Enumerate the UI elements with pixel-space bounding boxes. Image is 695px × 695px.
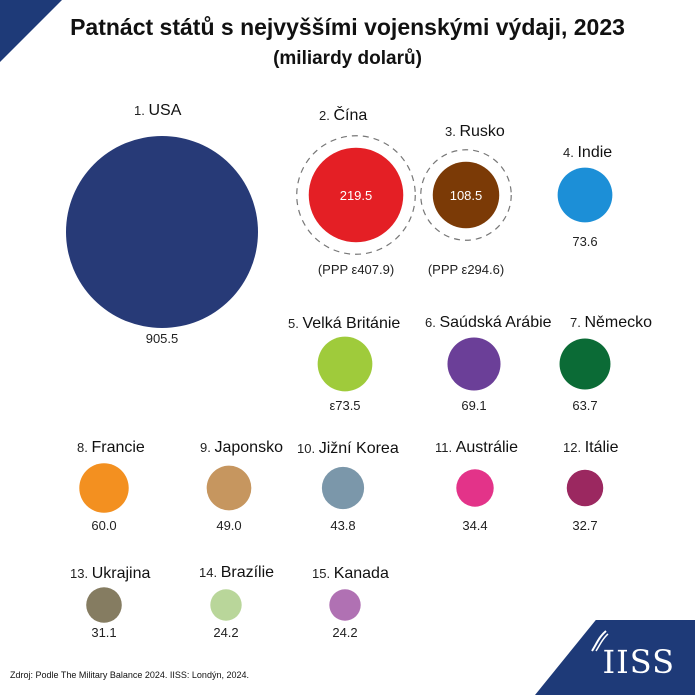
country-name: Japonsko (214, 439, 283, 456)
value-label: 31.1 (91, 625, 116, 640)
ppp-label: (PPP ε407.9) (318, 262, 394, 277)
country-name: Brazílie (221, 564, 274, 581)
value-label: 108.5 (450, 188, 483, 203)
value-label: 905.5 (146, 331, 179, 346)
bubble-label: 14. Brazílie (199, 564, 274, 581)
chart-subtitle: (miliardy dolarů) (273, 48, 422, 69)
bubble-label: 4. Indie (563, 144, 612, 161)
bubble (308, 147, 404, 243)
bubble-label: 1. USA (134, 102, 182, 119)
country-name: Austrálie (456, 439, 518, 456)
rank-number: 6. (425, 315, 439, 330)
ppp-ring (296, 135, 416, 255)
rank-number: 4. (563, 145, 577, 160)
source-note: Zdroj: Podle The Military Balance 2024. … (10, 670, 249, 680)
value-label: 73.6 (572, 234, 597, 249)
value-label: 24.2 (213, 625, 238, 640)
value-label: 219.5 (340, 188, 373, 203)
value-label: 60.0 (91, 518, 116, 533)
bubble (432, 161, 500, 229)
value-label: 69.1 (461, 398, 486, 413)
bubble-label: 6. Saúdská Arábie (425, 314, 552, 331)
bubble (321, 466, 365, 510)
value-label: 32.7 (572, 518, 597, 533)
value-label: ε73.5 (329, 398, 360, 413)
bubble-label: 12. Itálie (563, 439, 619, 456)
bubble (317, 336, 373, 392)
bubble (329, 589, 361, 621)
country-name: Francie (91, 439, 144, 456)
iiss-logo-text: IISS (602, 643, 675, 681)
country-name: Kanada (334, 565, 389, 582)
rank-number: 8. (77, 440, 91, 455)
bubble-label: 5. Velká Británie (288, 315, 400, 332)
bubble (456, 469, 494, 507)
rank-number: 3. (445, 124, 459, 139)
country-name: Saúdská Arábie (439, 314, 551, 331)
bubble-label: 15. Kanada (312, 565, 389, 582)
bubble (66, 136, 258, 328)
rank-number: 13. (70, 566, 92, 581)
bubble-label: 7. Německo (570, 314, 652, 331)
value-label: 34.4 (462, 518, 487, 533)
country-name: Indie (577, 144, 612, 161)
bubble (557, 167, 613, 223)
bubble-label: 3. Rusko (445, 123, 505, 140)
country-name: Velká Británie (302, 315, 400, 332)
value-label: 24.2 (332, 625, 357, 640)
bubble-label: 8. Francie (77, 439, 145, 456)
bubble-label: 9. Japonsko (200, 439, 283, 456)
bubble-label: 13. Ukrajina (70, 565, 150, 582)
country-name: USA (148, 102, 181, 119)
country-name: Německo (584, 314, 652, 331)
rank-number: 10. (297, 441, 319, 456)
rank-number: 1. (134, 103, 148, 118)
value-label: 63.7 (572, 398, 597, 413)
rank-number: 15. (312, 566, 334, 581)
bubble-label: 10. Jižní Korea (297, 440, 399, 457)
country-name: Jižní Korea (319, 440, 399, 457)
bubble (566, 469, 604, 507)
rank-number: 2. (319, 108, 333, 123)
country-name: Itálie (585, 439, 619, 456)
value-label: 43.8 (330, 518, 355, 533)
bubble (447, 337, 501, 391)
bubble (86, 587, 122, 623)
country-name: Ukrajina (92, 565, 151, 582)
bubble (559, 338, 611, 390)
value-label: 49.0 (216, 518, 241, 533)
bubble (79, 463, 129, 513)
rank-number: 11. (435, 440, 456, 455)
bubble-label: 11. Austrálie (435, 439, 518, 456)
corner-decoration (0, 0, 62, 62)
iiss-logo-icon (591, 630, 609, 652)
country-name: Čína (333, 105, 367, 124)
bubble (210, 589, 242, 621)
rank-number: 12. (563, 440, 585, 455)
rank-number: 5. (288, 316, 302, 331)
ppp-ring (420, 149, 512, 241)
ppp-label: (PPP ε294.6) (428, 262, 504, 277)
chart-title: Patnáct států s nejvyššími vojenskými vý… (70, 14, 625, 40)
rank-number: 9. (200, 440, 214, 455)
bubble-label: 2. Čína (319, 105, 367, 124)
rank-number: 14. (199, 565, 221, 580)
country-name: Rusko (459, 123, 504, 140)
bubble (206, 465, 252, 511)
rank-number: 7. (570, 315, 584, 330)
